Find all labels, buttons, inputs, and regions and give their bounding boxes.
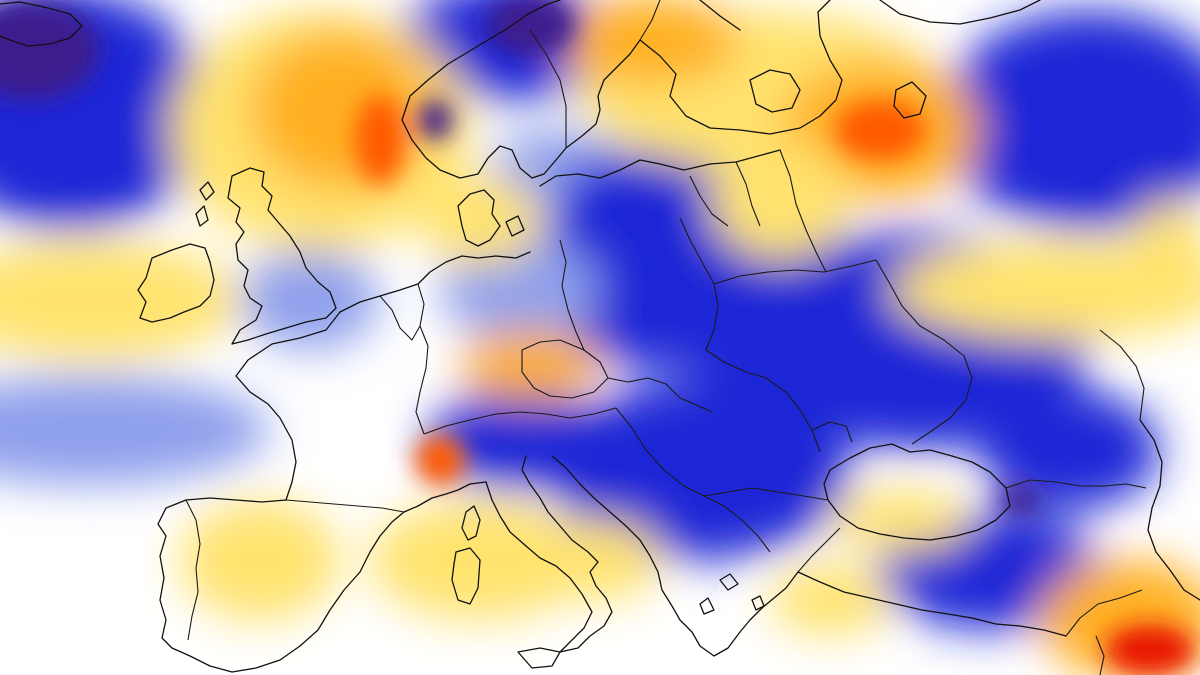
border-spain-portugal [185,499,201,641]
border-france-spain [285,499,405,513]
strong-negative-anomaly-norway [485,0,575,55]
coast-sicily [517,647,561,669]
positive-anomaly-denmark [420,175,540,265]
coast-norway-sweden [401,0,641,179]
border-hungary-romania [705,349,821,453]
negative-anomaly-northeast [940,10,1200,230]
strong-negative-anomaly-iceland [0,0,100,100]
positive-anomaly-black-sea [830,490,970,550]
coast-ireland [137,243,215,323]
coast-med-france [403,481,487,513]
border-alps [423,407,617,435]
coast-great-britain [227,167,337,345]
coast-italy [485,455,613,653]
positive-anomaly-finland-core [560,0,740,85]
border-germany-czech [521,339,609,399]
positive-anomaly-baltic-states [710,140,850,260]
border-austria-hungary [607,377,713,413]
coast-iberia [157,497,405,673]
positive-anomaly-atlantic-west [0,240,240,360]
extreme-positive-anomaly-north-sea [355,95,405,185]
coast-turkey [797,571,1067,637]
border-benelux [379,295,421,341]
coast-iceland [0,1,83,47]
positive-anomaly-caspian [1130,200,1200,320]
border-moldova [811,421,853,443]
coast-baltic [539,149,781,187]
weak-negative-anomaly-britain [240,250,380,350]
negative-anomaly-balkans [550,380,850,560]
coast-denmark [457,189,525,247]
border-balkans-inner [615,407,771,553]
positive-anomaly-czechia [460,330,600,400]
border-kazakhstan [1099,329,1145,421]
border-baltic-states [689,161,761,227]
border-romania-bulgaria [703,487,829,501]
border-ukraine-russia [875,259,973,445]
coast-white-sea [879,0,1041,25]
border-france-germany [415,283,429,435]
strong-negative-anomaly-norway-south [417,100,453,140]
border-middle-east [1065,589,1143,675]
coast-hebrides [195,181,215,227]
strong-negative-anomaly-turkey-east [1000,485,1040,515]
positive-anomaly-north-sea-core [250,30,430,190]
negative-anomaly-caucasus [980,390,1160,510]
coast-north-sea-continent [339,251,531,313]
border-caucasus [1005,479,1147,489]
coast-finland [639,0,843,135]
coast-lake-onega [893,81,927,119]
strong-positive-anomaly-russia [835,100,925,160]
positive-anomaly-russia-south [890,240,1200,340]
coast-lake-ladoga [749,69,801,113]
coast-caspian [1139,419,1200,601]
border-ukraine-belarus [713,259,877,285]
coast-balkans [551,455,799,657]
positive-anomaly-adriatic [540,520,660,600]
positive-anomaly-iberia [180,500,340,620]
negative-anomaly-baltic [560,155,680,245]
strong-positive-anomaly-alps-west [415,435,465,485]
border-germany-poland [559,239,585,351]
coast-corsica [461,505,481,541]
coast-france-atlantic [235,311,341,501]
extreme-positive-anomaly-middle-east [1105,625,1195,675]
coast-sardinia [451,547,481,605]
border-russia-west [779,149,827,273]
border-scandinavia [529,0,661,148]
border-turkey-north [797,527,841,573]
positive-anomaly-aegean [770,565,890,635]
coast-greek-islands [699,573,765,615]
negative-anomaly-alps [430,390,610,490]
national-borders [185,0,1147,675]
negative-anomaly-atlantic-south [0,375,270,485]
coast-black-sea [823,443,1011,541]
